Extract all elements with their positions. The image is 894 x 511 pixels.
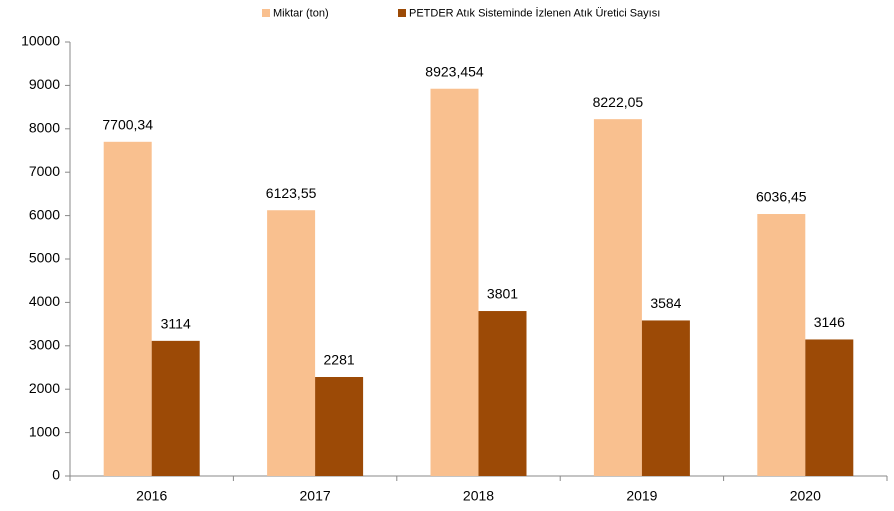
x-tick-label: 2018 [463,488,494,504]
y-tick-label: 3000 [29,337,60,353]
data-label: 6123,55 [266,185,317,201]
bar [478,311,527,476]
data-label: 3801 [487,286,518,302]
y-tick-label: 4000 [29,293,60,309]
data-label: 3584 [650,295,681,311]
bar [267,210,316,477]
data-label: 3146 [814,314,845,330]
bar [805,339,854,476]
legend-swatch [398,9,406,17]
bar [315,377,364,476]
y-tick-label: 1000 [29,423,60,439]
x-tick-label: 2019 [626,488,657,504]
data-label: 8923,454 [425,63,484,79]
y-tick-label: 2000 [29,380,60,396]
bar [151,340,200,476]
legend-swatch [262,9,270,17]
y-tick-label: 0 [52,467,60,483]
data-label: 3114 [161,316,191,332]
y-tick-label: 5000 [29,250,60,266]
y-tick-label: 6000 [29,206,60,222]
y-tick-label: 7000 [29,163,60,179]
y-tick-label: 9000 [29,76,60,92]
bar [593,119,642,477]
x-tick-label: 2020 [790,488,821,504]
data-label: 7700,34 [102,117,153,133]
legend-label: PETDER Atık Sisteminde İzlenen Atık Üret… [409,6,660,19]
data-label: 6036,45 [756,189,807,205]
legend-label: Miktar (ton) [273,7,329,19]
y-tick-label: 10000 [21,33,60,49]
bar [430,88,479,476]
bar [103,141,152,476]
data-label: 8222,05 [593,94,644,110]
bar [641,320,690,476]
y-tick-label: 8000 [29,120,60,136]
x-tick-label: 2017 [300,488,331,504]
bar [757,214,806,476]
x-tick-label: 2016 [136,488,167,504]
data-label: 2281 [324,352,355,368]
